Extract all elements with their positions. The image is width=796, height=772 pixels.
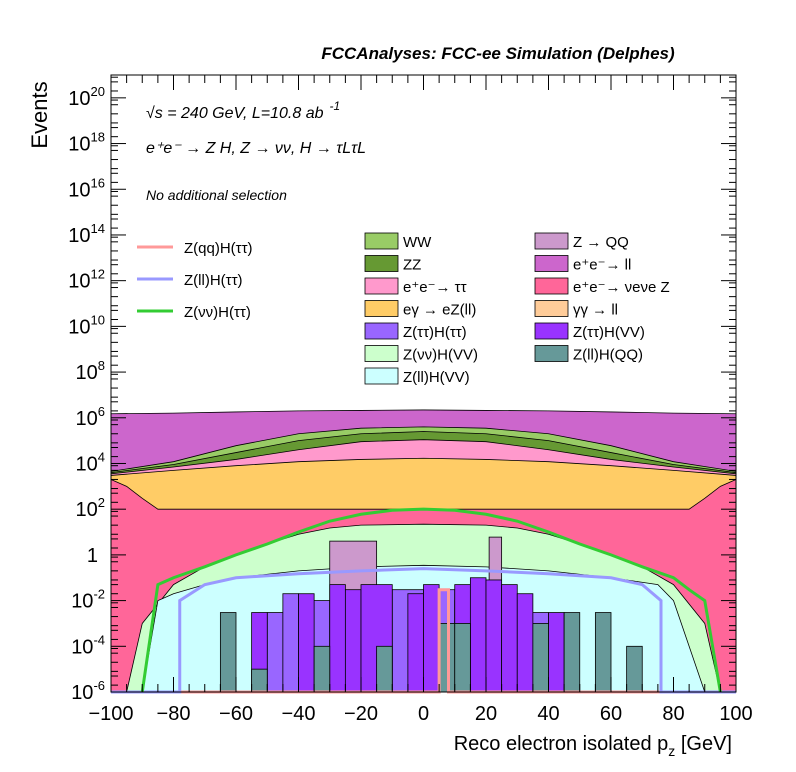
- bin-z-ll-h-qq-7: [563, 612, 581, 693]
- legend-swatch-e-e: [364, 277, 399, 295]
- x-tick-label: 100: [719, 703, 752, 725]
- legend-swatch-z-h-vv: [364, 345, 399, 362]
- legend-label: e⁺e⁻→ ττ: [403, 279, 467, 296]
- legend-swatch-zz: [364, 255, 399, 272]
- y-tick-label: 104: [76, 449, 105, 475]
- bin-z-h-1: [282, 593, 299, 693]
- x-axis-label-sub: z: [668, 743, 675, 759]
- legend-label: ZZ: [403, 257, 421, 274]
- bin-z-h-vv-10: [501, 584, 518, 693]
- selection-label: No additional selection: [146, 187, 287, 203]
- legend-label: Z(νν)H(ττ): [184, 304, 251, 321]
- x-tick-label: 20: [475, 703, 497, 725]
- bin-z-h-vv-6: [423, 584, 440, 693]
- y-tick-label: 1010: [68, 312, 105, 338]
- y-tick-label: 1018: [68, 130, 105, 156]
- legend-backgrounds-col1: WW ZZ e⁺e⁻→ ττ eγ → eZ(ll) Z(ττ)H(ττ) Z(νν)H(…: [364, 232, 478, 386]
- legend-backgrounds-col2: Z → QQ e⁺e⁻→ ll e⁺e⁻→ νeνe Z γγ → ll Z(ττ)H(…: [534, 232, 670, 364]
- legend-label: Z → QQ: [573, 234, 629, 251]
- bin-z-h-vv-2: [329, 584, 346, 693]
- legend-signals: Z(qq)H(ττ) Z(ll)H(ττ) Z(νν)H(ττ): [137, 240, 253, 321]
- x-axis-label: Reco electron isolated pz [GeV]: [454, 733, 732, 759]
- legend-label: γγ → ll: [573, 302, 618, 319]
- legend-label: WW: [403, 234, 432, 251]
- bin-z-h-0: [266, 612, 284, 693]
- x-tick-label: 0: [418, 703, 429, 725]
- legend-label: Z(ττ)H(VV): [573, 324, 645, 341]
- bin-z-h-vv-3: [344, 589, 362, 693]
- y-tick-label: 108: [76, 358, 105, 384]
- x-tick-label: −40: [282, 703, 316, 725]
- legend-label: eγ → eZ(ll): [403, 302, 476, 319]
- line-z-h: [140, 507, 722, 693]
- y-tick-label: 102: [76, 495, 105, 521]
- x-tick-label: −60: [219, 703, 253, 725]
- y-tick-label: 1012: [68, 267, 105, 293]
- legend-label: e⁺e⁻→ ll: [573, 257, 631, 274]
- legend-swatch-e-e-ll: [534, 255, 569, 272]
- legend-swatch-e-e-e-e-z: [534, 277, 569, 295]
- legend-label: Z(ττ)H(ττ): [403, 324, 467, 341]
- sqrt-s-symbol: √s: [146, 105, 163, 122]
- legend-swatch-z-qq: [534, 232, 569, 250]
- y-tick-label: 106: [76, 404, 105, 430]
- plot-fill-layer: [110, 409, 737, 693]
- bin-z-h-vv-5: [407, 593, 424, 693]
- x-tick-label: −100: [88, 703, 133, 725]
- legend-label: Z(νν)H(VV): [403, 347, 478, 364]
- legend-label: Z(qq)H(ττ): [184, 240, 253, 257]
- legend-label: Z(ll)H(QQ): [573, 347, 643, 364]
- x-tick-label: −20: [344, 703, 378, 725]
- legend-swatch-ll: [534, 300, 569, 317]
- legend-label: Z(ll)H(VV): [403, 369, 470, 386]
- x-tick-label: 80: [662, 703, 684, 725]
- sqrt-s-label: √s = 240 GeV, L=10.8 ab -1: [146, 99, 340, 122]
- bin-z-ll-h-qq-4: [438, 623, 456, 693]
- bin-z-h-vv-12: [548, 612, 565, 693]
- legend-label: e⁺e⁻→ νeνe Z: [573, 279, 670, 296]
- legend-swatch-e-ez-ll: [364, 300, 399, 317]
- legend-swatch-z-h: [364, 322, 399, 340]
- y-tick-label: 1016: [68, 175, 105, 201]
- x-axis-label-main: Reco electron isolated p: [454, 733, 669, 755]
- bin-z-h-vv-1: [298, 593, 315, 693]
- y-tick-label: 1020: [68, 84, 105, 110]
- bin-z-ll-h-qq-8: [594, 612, 612, 693]
- legend-swatch-ww: [364, 232, 399, 250]
- y-tick-label: 1014: [68, 221, 105, 247]
- bin-z-h-vv-9: [485, 579, 503, 693]
- legend-swatch-z-h-vv: [534, 322, 569, 340]
- lumi-exponent: -1: [330, 99, 341, 113]
- process-label: e⁺e⁻ → Z H, Z → νν, H → τLτL: [146, 140, 366, 157]
- x-tick-label: 60: [600, 703, 622, 725]
- y-tick-label: 1: [87, 545, 98, 567]
- y-tick-label: 10-4: [71, 632, 105, 658]
- legend-swatch-z-ll-h-vv: [364, 367, 399, 385]
- bin-z-ll-h-qq-1: [251, 668, 268, 693]
- bin-z-ll-h-qq-6: [532, 623, 549, 693]
- bin-z-ll-h-qq-2: [313, 645, 331, 693]
- bin-z-h-vv-11: [516, 593, 534, 693]
- x-tick-label: 40: [537, 703, 559, 725]
- bin-z-ll-h-qq-9: [626, 645, 643, 693]
- bin-z-ll-h-qq-5: [454, 623, 471, 693]
- bin-z-ll-h-qq-0: [219, 612, 237, 693]
- x-tick-label: −80: [157, 703, 191, 725]
- y-axis-label: Events: [27, 81, 52, 148]
- y-tick-label: 10-6: [71, 678, 105, 704]
- chart-title: FCCAnalyses: FCC-ee Simulation (Delphes): [321, 44, 675, 63]
- legend-swatch-z-ll-h-qq: [534, 345, 569, 362]
- x-axis-label-unit: [GeV]: [675, 733, 732, 755]
- axis-ticks: −100 −80 −60 −40 −20 0 20 40 60 80 100 1020 1018 1016…: [68, 75, 753, 725]
- bin-z-h-vv-8: [469, 577, 487, 693]
- bin-z-ll-h-qq-3: [376, 645, 393, 693]
- y-tick-label: 10-2: [71, 587, 105, 613]
- line-z-ll-h: [111, 567, 736, 694]
- sqrt-s-text: = 240 GeV, L=10.8 ab: [163, 105, 324, 122]
- legend-label: Z(ll)H(ττ): [184, 272, 243, 289]
